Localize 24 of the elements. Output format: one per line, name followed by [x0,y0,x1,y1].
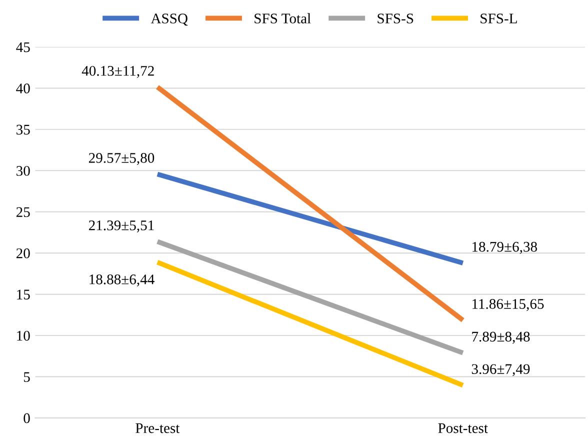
y-tick-label: 5 [24,372,30,382]
y-tick-label: 0 [24,413,30,424]
x-tick-label: Pre-test [136,423,180,434]
y-tick-label: 35 [16,124,30,135]
y-tick-label: 45 [16,42,30,52]
y-tick-label: 30 [16,166,30,176]
legend-label: SFS-L [480,14,517,24]
y-tick-label: 25 [16,207,30,218]
y-tick-label: 15 [17,290,30,300]
data-label: 11.86±15,65 [472,299,544,311]
data-label: 40.13±11,72 [82,66,154,78]
legend-label: SFS Total [254,13,311,24]
x-tick-label: Post-test [438,423,488,434]
data-label: 29.57±5,80 [88,153,154,165]
y-tick-label: 40 [16,84,30,94]
data-label: 3.96±7,49 [472,364,530,376]
data-label: 18.79±6,38 [472,242,537,254]
y-tick-label: 10 [17,330,30,341]
legend-label: SFS-S [378,14,414,24]
y-tick-label: 20 [16,248,30,258]
data-label: 21.39±5,51 [88,220,154,232]
legend-label: ASSQ [150,14,188,26]
data-label: 7.89±8,48 [472,332,530,344]
data-label: 18.88±6,44 [90,274,154,286]
